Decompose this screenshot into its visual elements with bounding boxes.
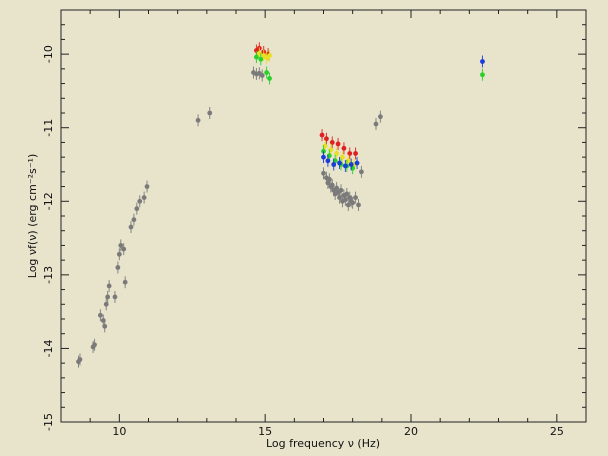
y-axis: -15 -14 -13 -12 -11 -10 <box>42 9 586 431</box>
data-point <box>337 195 342 201</box>
data-point <box>359 169 364 175</box>
x-tick-label: 20 <box>404 425 418 438</box>
x-axis: 10 15 20 25 <box>89 10 564 438</box>
data-point <box>97 312 103 318</box>
data-point <box>122 279 128 285</box>
data-point <box>137 198 143 204</box>
data-point <box>121 246 127 252</box>
x-tick-label: 15 <box>258 425 272 438</box>
data-point <box>325 158 331 164</box>
data-point <box>118 243 124 248</box>
data-point <box>254 54 259 60</box>
y-tick-label: -15 <box>42 413 55 431</box>
x-axis-label: Log frequency ν (Hz) <box>266 437 380 450</box>
data-point <box>326 176 332 182</box>
data-point <box>134 206 140 212</box>
data-points <box>76 42 485 368</box>
data-point <box>321 154 326 160</box>
data-point <box>264 70 270 75</box>
data-point <box>334 151 340 156</box>
y-tick-label: -10 <box>42 45 55 63</box>
data-point <box>377 114 383 120</box>
y-tick-label: -11 <box>42 119 55 137</box>
data-point <box>335 141 341 147</box>
data-point <box>373 121 379 127</box>
data-point <box>102 323 108 329</box>
data-point <box>258 56 264 62</box>
data-point <box>116 251 122 257</box>
data-point <box>348 162 354 167</box>
data-point <box>128 224 134 230</box>
data-point <box>131 217 137 223</box>
data-point <box>103 301 109 307</box>
data-point <box>141 195 147 201</box>
data-point <box>344 191 350 197</box>
data-point <box>112 294 118 300</box>
data-point <box>329 140 335 145</box>
data-point <box>319 132 325 138</box>
y-tick-label: -12 <box>42 192 55 210</box>
data-point <box>350 200 356 206</box>
data-point <box>259 73 265 78</box>
data-point <box>115 265 121 270</box>
data-point <box>106 283 112 289</box>
data-point <box>354 160 360 166</box>
data-point <box>337 160 342 166</box>
y-tick-label: -13 <box>42 266 55 284</box>
data-point <box>92 342 97 348</box>
y-tick-label: -14 <box>42 339 55 357</box>
data-point <box>356 202 361 208</box>
data-point <box>347 151 353 156</box>
data-point <box>77 357 83 362</box>
data-point <box>144 184 150 189</box>
y-axis-label: Log νf(ν) (erg cm⁻²s⁻¹) <box>26 154 39 278</box>
plot-frame <box>60 9 587 423</box>
data-point <box>321 170 326 176</box>
data-point <box>480 72 485 78</box>
data-point <box>331 162 337 167</box>
x-tick-label: 25 <box>550 425 564 438</box>
data-point <box>353 151 358 156</box>
data-point <box>340 154 345 160</box>
data-point <box>345 202 351 208</box>
data-point <box>341 145 347 151</box>
data-point <box>342 163 348 169</box>
data-point <box>353 195 358 201</box>
data-point <box>338 187 344 193</box>
data-point <box>480 59 485 64</box>
data-point <box>324 136 329 142</box>
data-point <box>267 53 272 59</box>
data-point <box>105 294 111 300</box>
x-tick-label: 10 <box>112 425 126 438</box>
data-point <box>267 76 272 81</box>
data-point <box>195 117 201 123</box>
data-point <box>207 110 213 116</box>
